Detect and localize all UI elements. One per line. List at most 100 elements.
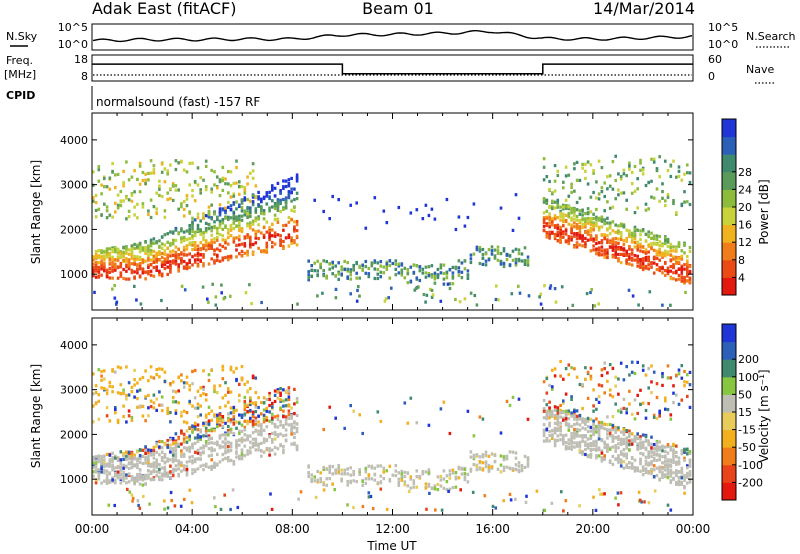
range-cell — [152, 205, 156, 209]
range-cell — [122, 245, 125, 249]
range-cell — [641, 172, 645, 176]
range-cell — [325, 260, 328, 264]
range-cell — [163, 465, 167, 469]
range-cell — [249, 226, 252, 230]
range-cell — [262, 437, 266, 441]
range-cell — [97, 473, 101, 477]
range-cell — [232, 408, 236, 412]
range-cell — [383, 299, 387, 303]
range-cell — [147, 393, 150, 397]
range-cell — [216, 417, 219, 421]
range-cell — [282, 444, 285, 449]
range-cell — [472, 453, 476, 457]
range-cell — [119, 274, 123, 278]
range-cell — [276, 233, 280, 237]
range-cell — [628, 230, 631, 235]
range-cell — [251, 203, 255, 207]
range-cell — [210, 449, 213, 453]
range-cell — [672, 249, 675, 253]
range-cell — [688, 180, 692, 185]
range-cell — [648, 290, 652, 294]
range-cell — [686, 464, 689, 468]
range-cell — [672, 257, 675, 261]
range-cell — [567, 235, 571, 239]
range-cell — [683, 242, 686, 246]
range-cell — [636, 432, 639, 436]
range-cell — [295, 197, 299, 201]
range-cell — [191, 234, 194, 238]
range-cell — [394, 267, 398, 271]
y-tick-label: 2000 — [60, 223, 88, 236]
range-cell — [406, 268, 410, 272]
range-cell — [193, 230, 197, 234]
range-cell — [244, 291, 248, 295]
range-cell — [191, 240, 194, 245]
range-cell — [644, 202, 648, 206]
range-cell — [251, 242, 255, 247]
range-cell — [688, 473, 692, 477]
range-cell — [114, 247, 117, 252]
range-cell — [475, 453, 479, 457]
range-cell — [254, 184, 258, 188]
range-cell — [641, 465, 645, 469]
range-cell — [564, 433, 568, 437]
range-cell — [136, 381, 139, 385]
noise-left-tick-top: 10^5 — [58, 21, 88, 34]
range-cell — [238, 438, 241, 442]
range-cell — [559, 426, 562, 430]
range-cell — [136, 202, 139, 206]
range-cell — [379, 264, 383, 268]
range-cell — [202, 216, 205, 220]
range-cell — [268, 196, 271, 201]
range-cell — [316, 259, 319, 263]
range-cell — [290, 241, 293, 245]
range-cell — [496, 249, 500, 253]
range-cell — [424, 265, 428, 269]
range-cell — [575, 242, 579, 246]
range-cell — [630, 456, 634, 461]
range-cell — [92, 269, 95, 274]
range-cell — [650, 261, 653, 265]
range-cell — [589, 227, 593, 231]
range-cell — [633, 435, 637, 439]
range-cell — [573, 245, 576, 249]
freq-right-tick-top: 60 — [708, 53, 722, 66]
range-cell — [100, 267, 103, 271]
range-cell — [650, 242, 653, 246]
range-cell — [94, 255, 98, 259]
range-cell — [105, 469, 109, 473]
range-cell — [273, 242, 277, 246]
range-cell — [385, 507, 389, 511]
range-cell — [229, 427, 233, 431]
range-cell — [105, 268, 109, 272]
range-cell — [262, 401, 266, 405]
range-cell — [282, 224, 285, 228]
range-cell — [210, 446, 213, 450]
range-cell — [349, 479, 352, 483]
range-cell — [199, 464, 202, 468]
range-cell — [163, 507, 166, 511]
range-cell — [204, 444, 208, 448]
range-cell — [644, 373, 648, 377]
range-cell — [213, 390, 216, 394]
range-cell — [490, 252, 494, 256]
range-cell — [257, 197, 260, 201]
range-cell — [152, 461, 156, 465]
range-cell — [216, 420, 219, 424]
range-cell — [666, 237, 670, 242]
range-cell — [111, 248, 114, 252]
range-cell — [191, 227, 194, 231]
range-cell — [688, 451, 692, 455]
range-cell — [235, 207, 238, 211]
range-cell — [562, 434, 565, 438]
range-cell — [141, 205, 145, 209]
range-cell — [307, 259, 310, 263]
freq-frame — [91, 54, 694, 82]
range-cell — [251, 193, 255, 198]
range-cell — [276, 388, 280, 392]
range-cell — [630, 240, 634, 244]
range-cell — [182, 168, 186, 172]
range-cell — [647, 259, 650, 263]
